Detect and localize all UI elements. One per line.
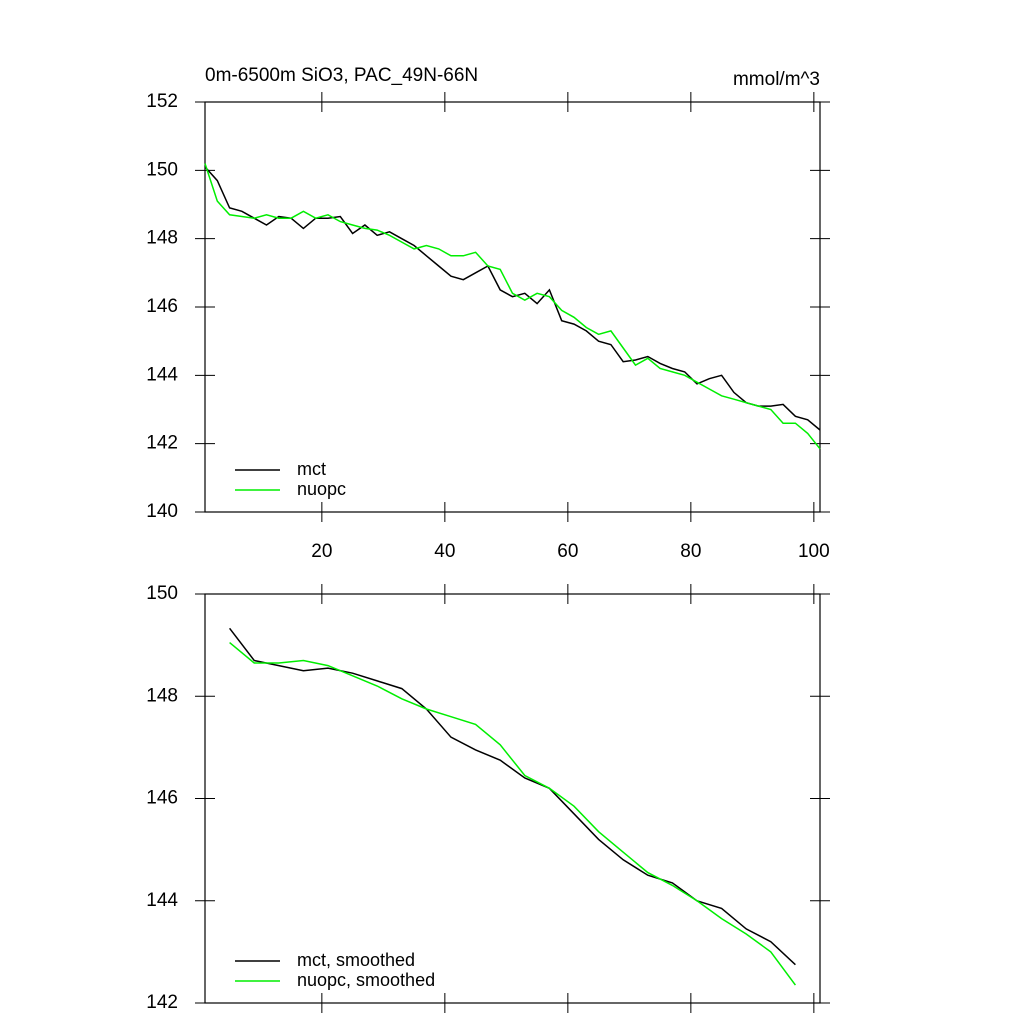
y-tick-label: 146	[146, 788, 178, 809]
y-tick-label: 148	[146, 228, 178, 249]
x-tick-label: 60	[557, 541, 578, 562]
plot-frame	[204, 593, 821, 1004]
y-tick-label: 144	[146, 364, 178, 385]
y-tick-label: 148	[146, 685, 178, 706]
legend-label: mct	[297, 459, 326, 479]
data-line	[204, 166, 821, 431]
units-label: mmol/m^3	[733, 69, 820, 90]
plot-frame	[204, 101, 821, 513]
legend-label: mct, smoothed	[297, 950, 415, 970]
y-tick-label: 144	[146, 890, 178, 911]
y-tick-label: 146	[146, 296, 178, 317]
x-tick-label: 100	[798, 541, 830, 562]
data-line	[229, 627, 796, 966]
y-tick-label: 142	[146, 992, 178, 1013]
legend-label: nuopc, smoothed	[297, 970, 435, 990]
x-tick-label: 80	[680, 541, 701, 562]
x-tick-label: 40	[434, 541, 455, 562]
legend-label: nuopc	[297, 479, 346, 499]
data-line	[229, 642, 797, 986]
y-tick-label: 150	[146, 583, 178, 604]
y-tick-label: 142	[146, 433, 178, 454]
y-tick-label: 150	[146, 159, 178, 180]
chart-title: 0m-6500m SiO3, PAC_49N-66N	[205, 65, 478, 86]
data-line	[204, 163, 821, 450]
y-tick-label: 152	[146, 91, 178, 112]
y-tick-label: 140	[146, 501, 178, 522]
x-tick-label: 20	[311, 541, 332, 562]
